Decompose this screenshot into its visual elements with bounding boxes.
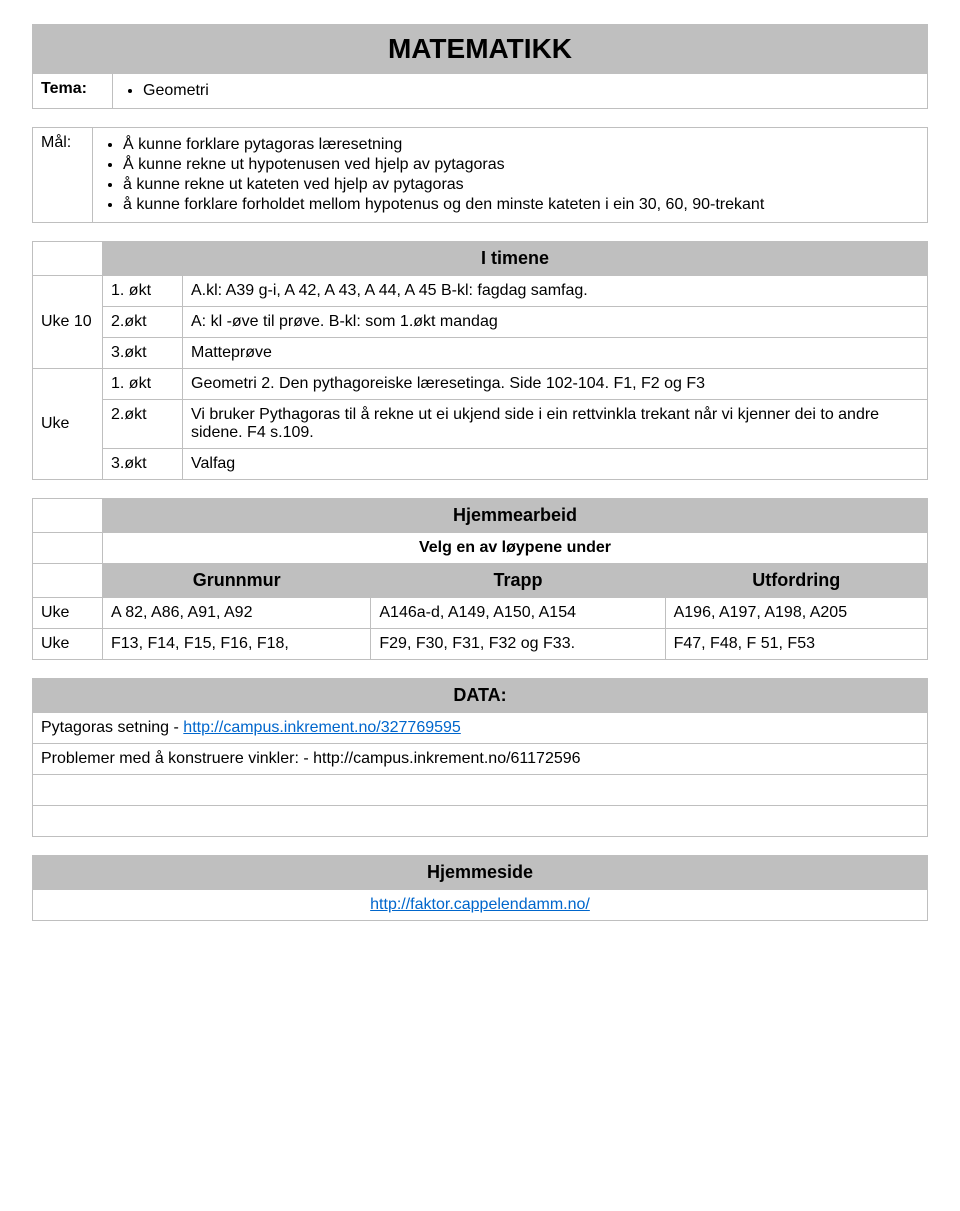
maal-label: Mål: — [33, 128, 93, 223]
schedule-week: Uke — [33, 369, 103, 480]
schedule-week: Uke 10 — [33, 276, 103, 369]
schedule-text: A: kl -øve til prøve. B-kl: som 1.økt ma… — [183, 307, 928, 338]
hjemmeside-table: Hjemmeside http://faktor.cappelendamm.no… — [32, 855, 928, 921]
hw-week: Uke — [33, 598, 103, 629]
hw-cell: A196, A197, A198, A205 — [665, 598, 927, 629]
hw-cell: A 82, A86, A91, A92 — [103, 598, 371, 629]
data-table: DATA: Pytagoras setning - http://campus.… — [32, 678, 928, 837]
hw-cell: F29, F30, F31, F32 og F33. — [371, 629, 665, 660]
hw-spacer3 — [33, 564, 103, 598]
maal-item: Å kunne rekne ut hypotenusen ved hjelp a… — [123, 156, 919, 174]
data-blank2 — [33, 806, 928, 837]
homework-sub: Velg en av løypene under — [103, 533, 928, 564]
hw-cell: A146a-d, A149, A150, A154 — [371, 598, 665, 629]
data-link1[interactable]: http://campus.inkrement.no/327769595 — [183, 719, 461, 736]
schedule-text: Vi bruker Pythagoras til å rekne ut ei u… — [183, 400, 928, 449]
hw-spacer2 — [33, 533, 103, 564]
tema-cell: Geometri — [113, 74, 928, 109]
subject-title: MATEMATIKK — [33, 25, 928, 74]
hjemmeside-header: Hjemmeside — [33, 856, 928, 890]
data-header: DATA: — [33, 679, 928, 713]
data-line1: Pytagoras setning - http://campus.inkrem… — [33, 713, 928, 744]
maal-item: å kunne rekne ut kateten ved hjelp av py… — [123, 176, 919, 194]
schedule-text: A.kl: A39 g-i, A 42, A 43, A 44, A 45 B-… — [183, 276, 928, 307]
hw-cell: F13, F14, F15, F16, F18, — [103, 629, 371, 660]
maal-item: å kunne forklare forholdet mellom hypote… — [123, 196, 919, 214]
hw-colhead: Grunnmur — [103, 564, 371, 598]
schedule-table: I timene Uke 101. øktA.kl: A39 g-i, A 42… — [32, 241, 928, 480]
maal-list: Å kunne forklare pytagoras læresetning Å … — [101, 136, 919, 214]
tema-item: Geometri — [143, 82, 919, 100]
hw-colhead: Trapp — [371, 564, 665, 598]
hw-week: Uke — [33, 629, 103, 660]
hjemmeside-link[interactable]: http://faktor.cappelendamm.no/ — [370, 896, 590, 913]
tema-list: Geometri — [121, 82, 919, 100]
schedule-slot: 2.økt — [103, 400, 183, 449]
maal-item: Å kunne forklare pytagoras læresetning — [123, 136, 919, 154]
schedule-text: Matteprøve — [183, 338, 928, 369]
schedule-text: Valfag — [183, 449, 928, 480]
data-blank1 — [33, 775, 928, 806]
schedule-slot: 1. økt — [103, 276, 183, 307]
hw-spacer — [33, 499, 103, 533]
tema-table: MATEMATIKK Tema: Geometri — [32, 24, 928, 109]
data-line1-prefix: Pytagoras setning - — [41, 719, 183, 736]
maal-table: Mål: Å kunne forklare pytagoras læresetn… — [32, 127, 928, 223]
hw-cell: F47, F48, F 51, F53 — [665, 629, 927, 660]
schedule-slot: 3.økt — [103, 338, 183, 369]
data-line2: Problemer med å konstruere vinkler: - ht… — [33, 744, 928, 775]
schedule-text: Geometri 2. Den pythagoreiske læreseting… — [183, 369, 928, 400]
schedule-spacer — [33, 242, 103, 276]
hw-colhead: Utfordring — [665, 564, 927, 598]
hjemmeside-cell: http://faktor.cappelendamm.no/ — [33, 890, 928, 921]
homework-table: Hjemmearbeid Velg en av løypene under Gr… — [32, 498, 928, 660]
schedule-slot: 1. økt — [103, 369, 183, 400]
itimene-header: I timene — [103, 242, 928, 276]
schedule-slot: 3.økt — [103, 449, 183, 480]
maal-cell: Å kunne forklare pytagoras læresetning Å … — [93, 128, 928, 223]
schedule-slot: 2.økt — [103, 307, 183, 338]
tema-label: Tema: — [33, 74, 113, 109]
homework-header: Hjemmearbeid — [103, 499, 928, 533]
